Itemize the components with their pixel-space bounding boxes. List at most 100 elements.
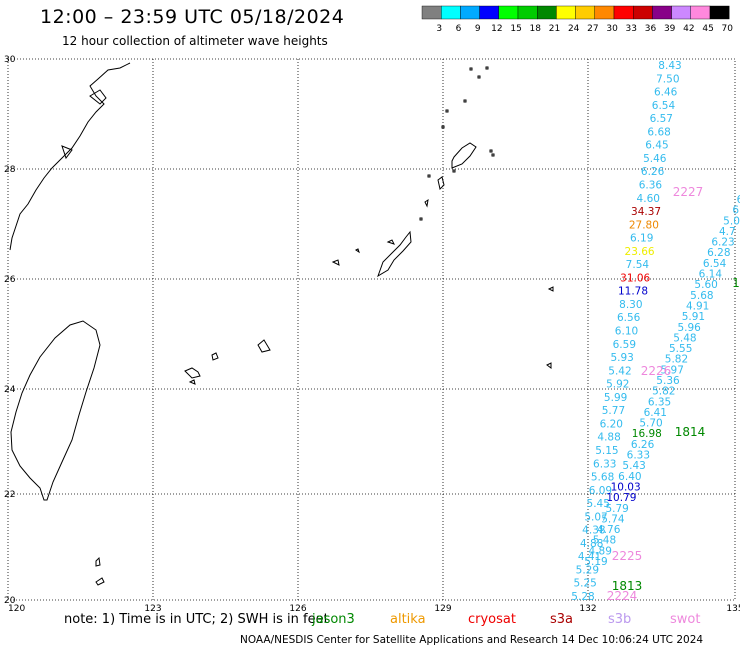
island-outline xyxy=(95,556,101,567)
legend-label: 27 xyxy=(587,24,598,34)
legend-label: 12 xyxy=(491,24,502,34)
island-outline xyxy=(547,286,554,292)
swh-label: 5.45 xyxy=(587,498,610,510)
island-outline xyxy=(437,176,445,190)
pass-id-label: 1814 xyxy=(675,425,706,439)
swh-label: 6.57 xyxy=(650,113,673,125)
satellite-cryosat: cryosat xyxy=(468,612,516,627)
island-outline xyxy=(331,259,340,266)
lon-label: 126 xyxy=(289,604,306,614)
swh-label: 6.14 xyxy=(699,269,723,281)
swh-label: 8.43 xyxy=(658,60,681,72)
swh-label: 6.41 xyxy=(644,407,667,419)
legend-label: 45 xyxy=(702,24,713,34)
legend-label: 24 xyxy=(568,24,580,34)
swh-label: 5.15 xyxy=(595,445,618,457)
swh-label: 6.09 xyxy=(589,485,612,497)
islet xyxy=(441,125,445,129)
swh-label: 11.78 xyxy=(618,286,648,298)
swh-label: 6.45 xyxy=(645,140,668,152)
swh-label: 5.0 xyxy=(723,215,740,227)
swh-label: 5.91 xyxy=(682,311,705,323)
china-coast xyxy=(9,62,131,251)
swh-label: 5.55 xyxy=(669,343,692,355)
swh-label: 6.54 xyxy=(703,258,727,270)
island-outline xyxy=(424,198,429,208)
satellite-altika: altika xyxy=(390,612,426,627)
lat-label: 28 xyxy=(4,165,16,175)
swh-label: 5.70 xyxy=(639,418,662,430)
swh-label: 6.19 xyxy=(630,233,653,245)
swh-label: 5.79 xyxy=(605,503,628,515)
swh-label: 10.79 xyxy=(606,492,636,504)
swh-label: 6.68 xyxy=(647,126,670,138)
lon-label: 123 xyxy=(144,604,161,614)
island-outline xyxy=(386,239,395,245)
legend-label: 6 xyxy=(456,24,462,34)
swh-label: 5.93 xyxy=(610,352,633,364)
swh-label: 6.23 xyxy=(711,237,734,249)
coast-islet xyxy=(89,89,107,105)
map-frame xyxy=(7,58,736,601)
swh-label: 6.28 xyxy=(707,247,730,259)
swh-label: 5.46 xyxy=(643,153,667,165)
swh-label: 10.03 xyxy=(611,481,641,493)
swh-label: 6.40 xyxy=(618,471,641,483)
lat-label: 30 xyxy=(4,55,16,65)
legend-swatch xyxy=(537,5,557,20)
legend-swatch xyxy=(690,5,711,20)
swh-label: 6.26 xyxy=(631,439,655,451)
islet xyxy=(452,169,456,173)
legend-label: 15 xyxy=(510,24,521,34)
legend-swatch xyxy=(441,5,461,20)
lon-label: 129 xyxy=(434,604,451,614)
swh-label: 5.99 xyxy=(604,392,627,404)
lon-label: 120 xyxy=(8,604,25,614)
legend-label: 3 xyxy=(436,24,442,34)
island-outline xyxy=(211,352,219,361)
pass-id-label: 1813 xyxy=(612,579,643,593)
coast-islet xyxy=(61,145,73,160)
swh-label: 5.42 xyxy=(608,365,631,377)
island-outline xyxy=(188,379,196,385)
island-outline xyxy=(184,367,201,379)
swh-label: 5.07 xyxy=(584,511,607,523)
islet xyxy=(445,109,449,113)
swh-label: 5.28 xyxy=(571,591,594,603)
swh-label: 5.25 xyxy=(573,578,596,590)
lat-label: 22 xyxy=(4,490,15,500)
swh-label: 27.80 xyxy=(629,219,659,231)
pass-id-label: 2227 xyxy=(673,185,704,199)
legend-swatch xyxy=(498,5,519,20)
swh-label: 4.88 xyxy=(597,432,620,444)
islet xyxy=(463,99,467,103)
swh-label: 5.29 xyxy=(576,564,599,576)
coastlines xyxy=(9,62,554,586)
swh-label: 4.7 xyxy=(719,226,736,238)
map-subtitle: 12 hour collection of altimeter wave hei… xyxy=(62,34,328,48)
lat-label: 24 xyxy=(4,385,16,395)
swh-label: 5.74 xyxy=(601,513,625,525)
islet xyxy=(491,153,495,157)
legend-swatch xyxy=(575,5,595,20)
islet xyxy=(477,75,481,79)
lon-label: 132 xyxy=(579,604,596,614)
swh-label: 7.54 xyxy=(626,259,650,271)
swh-label: 6.26 xyxy=(641,166,665,178)
swh-label: 5.97 xyxy=(661,364,684,376)
satellite-s3a: s3a xyxy=(550,612,574,627)
swh-label: 31.06 xyxy=(620,272,650,284)
islet xyxy=(485,66,489,70)
swh-label: 23.66 xyxy=(625,246,655,258)
legend-swatch xyxy=(652,5,672,20)
lat-label: 20 xyxy=(4,596,16,606)
legend-label: 18 xyxy=(530,24,542,34)
legend-label: 33 xyxy=(626,24,637,34)
swh-label: 16.98 xyxy=(632,428,662,440)
legend-swatch xyxy=(421,5,442,20)
legend-label: 36 xyxy=(645,24,657,34)
swh-label: 6.33 xyxy=(593,458,616,470)
